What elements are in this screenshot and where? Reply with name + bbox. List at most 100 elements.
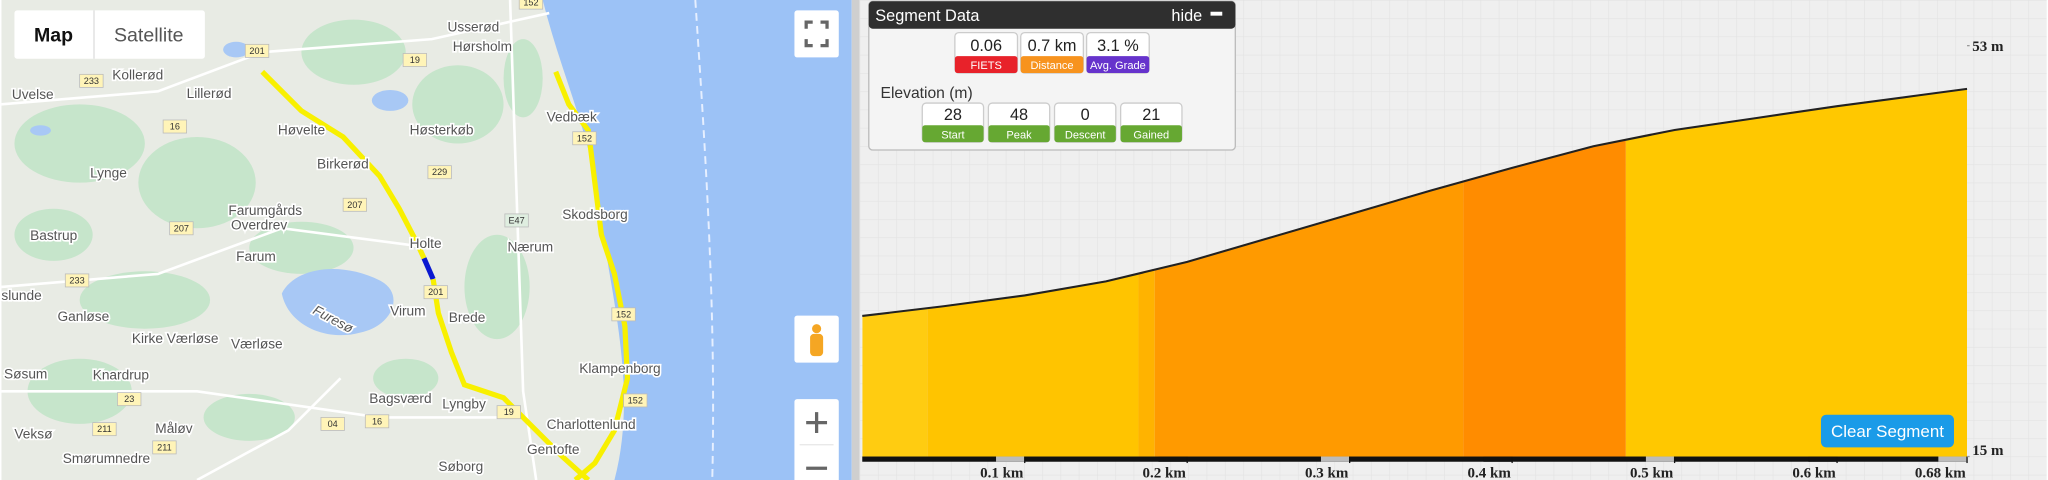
pegman-button[interactable] (794, 315, 839, 363)
x-axis-bar (862, 456, 1968, 462)
place-label: Søsum (4, 366, 47, 381)
selected-segment (421, 257, 436, 281)
pegman-body (810, 333, 824, 357)
elev-label-bg (988, 125, 1050, 143)
sea-border (694, 0, 715, 480)
shield-bg (92, 422, 117, 437)
place-label: Virum (390, 304, 426, 319)
road-number: 152 (523, 0, 538, 8)
elev-value: 21 (1142, 106, 1160, 124)
zoom-in[interactable] (806, 412, 828, 434)
pegman-head (812, 324, 822, 334)
place-label: Høsterkøb (410, 122, 474, 137)
shield-bg (402, 53, 428, 67)
elev-label: Start (941, 129, 964, 141)
road-shield: 211 (152, 440, 177, 455)
shield-bg (364, 414, 390, 429)
place-label: Knardrup (93, 368, 150, 383)
place-label: Overdrev (231, 218, 287, 233)
road-shield: 201 (244, 43, 270, 58)
place-label: Bagsværd (369, 391, 431, 406)
road-number: 233 (84, 76, 99, 86)
place-label: Lyngby (442, 396, 486, 411)
divider[interactable] (851, 0, 860, 480)
place-label: Farumgårds (228, 203, 302, 218)
stat-value: 3.1 % (1097, 37, 1139, 55)
shield-bg (152, 440, 177, 455)
road-shield: 207 (169, 221, 194, 236)
road-shield: 152 (611, 307, 636, 322)
road-number: 16 (170, 122, 180, 132)
button-bg (1820, 414, 1954, 448)
road-shield: 19 (402, 53, 428, 67)
shield-bg (64, 273, 90, 288)
satellite-button[interactable]: Satellite (114, 25, 184, 47)
road-number: 152 (616, 309, 631, 319)
road-number: 233 (69, 275, 84, 285)
road-number: 207 (347, 200, 362, 210)
x-tick-label: 0.1 km (980, 465, 1024, 480)
elev-label-bg (1120, 125, 1182, 143)
road-shield: 152 (572, 131, 597, 146)
hide-button[interactable]: hide (1171, 7, 1202, 25)
stat-label-bg (1086, 56, 1150, 74)
road-shield: 201 (423, 285, 448, 300)
grade-band (1625, 88, 1968, 457)
map-button[interactable]: Map (34, 25, 73, 47)
place-label: Veksø (14, 426, 53, 441)
road-shield: 211 (92, 422, 117, 437)
elev-value: 48 (1010, 106, 1028, 124)
shield-bg (169, 221, 194, 236)
shield-bg (244, 43, 270, 58)
place-label: Birkerød (317, 156, 369, 171)
place-label: Nærum (507, 240, 553, 255)
x-axis-segment (996, 456, 1025, 462)
x-tick-label: 0.6 km (1792, 465, 1836, 480)
x-axis-segment (1483, 456, 1513, 462)
elevation-line (862, 87, 1968, 317)
place-label: Skodsborg (562, 207, 627, 222)
x-axis-segment (1645, 456, 1675, 462)
road-shield: 04 (320, 417, 345, 431)
place-label: Ganløse (57, 309, 109, 324)
elev-value: 28 (944, 106, 962, 124)
stat-label-bg (954, 56, 1018, 74)
road-number: 16 (372, 416, 382, 426)
place-label: Farum (236, 249, 276, 264)
stat-label-bg (1020, 56, 1084, 74)
clear-segment-button[interactable]: Clear Segment (1820, 414, 1954, 448)
elev-label: Descent (1065, 129, 1106, 141)
shield-bg (427, 165, 452, 180)
road-shield: 229 (427, 165, 452, 180)
road-shield: 19 (496, 405, 521, 420)
button-bg (794, 10, 839, 58)
segment-panel: Segment Data hide Elevation (m) 0.06 FIET… (868, 0, 1236, 151)
hide-icon[interactable] (1210, 11, 1223, 16)
sea (542, 0, 852, 480)
place-label: Smørumnedre (63, 451, 150, 466)
road-shield: E47 (504, 213, 529, 228)
clear-segment-label[interactable]: Clear Segment (1831, 422, 1944, 441)
lakes (30, 41, 409, 336)
map[interactable]: Usserød Hørsholm Kollerød Lillerød Uvelse Ved… (1, 0, 852, 480)
y-tick-label: 53 m (1972, 39, 2004, 55)
x-tick-label: 0.2 km (1143, 465, 1187, 480)
place-label: Bastrup (30, 228, 78, 243)
shield-bg (162, 119, 188, 134)
road-number: 207 (174, 223, 189, 233)
place-label: Kirke Værløse (132, 331, 219, 346)
elev-label: Peak (1006, 129, 1032, 141)
x-tick-label: 0.4 km (1467, 465, 1511, 480)
fullscreen-icon (804, 20, 829, 48)
elevation-title: Elevation (m) (881, 85, 973, 102)
road-shield: 152 (623, 393, 648, 408)
shield-bg (623, 393, 648, 408)
stat-label: Distance (1030, 60, 1073, 72)
place-label: Klampenborg (579, 361, 660, 376)
x-axis-segment (1808, 456, 1838, 462)
place-label: Holte (410, 236, 442, 251)
place-label: Måløv (155, 421, 192, 436)
road-shield: 16 (364, 414, 390, 429)
fullscreen-button[interactable] (794, 10, 839, 58)
